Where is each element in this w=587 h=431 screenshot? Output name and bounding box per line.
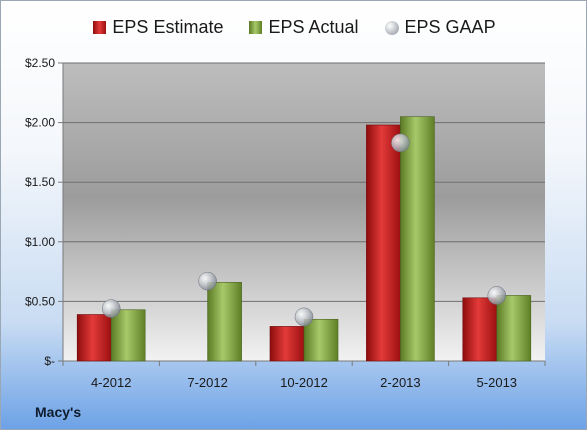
bar-eps-actual [110,309,146,362]
legend-label-actual: EPS Actual [268,17,359,37]
y-tick-label: $2.00 [25,116,55,130]
legend-swatch-estimate [93,21,107,34]
y-tick-label: $- [44,354,55,368]
point-eps-gaap [294,307,314,327]
legend-label-gaap: EPS GAAP [404,17,496,37]
x-category-label: 7-2012 [187,375,227,390]
point-eps-gaap [198,271,217,291]
legend-item-estimate[interactable]: EPS Estimate [93,17,223,38]
legend: EPS Estimate EPS Actual EPS GAAP [1,17,587,38]
legend-item-gaap[interactable]: EPS GAAP [384,17,496,38]
y-tick-label: $1.00 [25,235,55,249]
legend-swatch-gaap [384,20,399,35]
y-tick-label: $1.50 [25,175,55,189]
point-eps-gaap [391,133,410,153]
x-category-label: 2-2013 [380,375,420,390]
bar-eps-actual [496,295,532,362]
bar-eps-estimate [366,124,401,362]
bar-eps-estimate [269,326,305,362]
bar-eps-estimate [462,297,498,362]
x-category-label: 4-2012 [91,375,131,390]
bar-eps-actual [400,116,435,362]
legend-swatch-actual [249,21,263,34]
legend-label-estimate: EPS Estimate [112,17,224,37]
x-category-label: 10-2012 [280,375,328,390]
bar-eps-actual [207,282,242,362]
bar-eps-actual [303,318,339,362]
y-tick-label: $2.50 [25,56,55,70]
company-name: Macy's [35,404,82,420]
bar-eps-estimate [76,314,112,362]
y-tick-label: $0.50 [25,294,55,308]
point-eps-gaap [101,299,121,318]
point-eps-gaap [487,286,507,305]
x-category-label: 5-2013 [477,375,517,390]
legend-item-actual[interactable]: EPS Actual [249,17,359,38]
